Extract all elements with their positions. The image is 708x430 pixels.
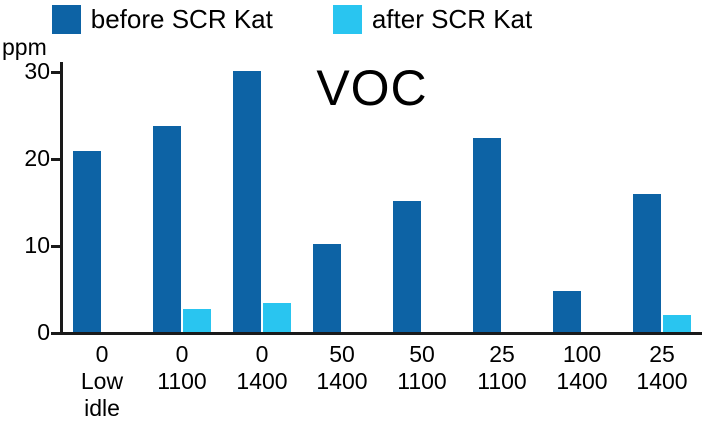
legend-swatch-before (51, 4, 81, 34)
bar-before (553, 291, 581, 332)
x-tick-label: 50 1100 (397, 341, 447, 394)
bar-before (393, 201, 421, 332)
y-tick-label: 20 (24, 145, 50, 171)
x-tick-label: 25 1100 (477, 341, 527, 394)
x-axis-line (60, 332, 702, 335)
x-tick-label: 25 1400 (636, 341, 688, 394)
x-tick-label: 0 1100 (157, 341, 207, 394)
x-tick-label: 0 Low idle (80, 341, 124, 421)
legend-label-before: before SCR Kat (90, 4, 273, 34)
bar-before (73, 151, 101, 332)
bar-before (233, 71, 261, 332)
y-tick-mark (51, 71, 60, 74)
legend-item-after: after SCR Kat (332, 4, 533, 34)
bar-before (153, 126, 181, 332)
legend-label-after: after SCR Kat (371, 4, 533, 34)
legend-item-before: before SCR Kat (51, 4, 273, 34)
y-axis-line (60, 62, 63, 335)
x-tick-label: 100 1400 (556, 341, 608, 394)
x-tick-label: 0 1400 (236, 341, 288, 394)
y-tick-label: 0 (37, 319, 50, 345)
x-tick-label: 50 1400 (316, 341, 368, 394)
chart-title: VOC (316, 60, 428, 116)
bar-before (473, 138, 501, 332)
bar-after (663, 315, 691, 332)
y-tick-mark (51, 245, 60, 248)
legend: before SCR Kat after SCR Kat (0, 4, 646, 34)
bar-after (263, 303, 291, 332)
y-axis-label: ppm (2, 34, 47, 60)
y-tick-mark (51, 158, 60, 161)
bar-before (633, 194, 661, 332)
bar-after (183, 309, 211, 332)
y-tick-mark (51, 332, 60, 335)
y-tick-label: 10 (24, 232, 50, 258)
bar-before (313, 244, 341, 332)
legend-swatch-after (332, 4, 362, 34)
y-tick-label: 30 (24, 58, 50, 84)
